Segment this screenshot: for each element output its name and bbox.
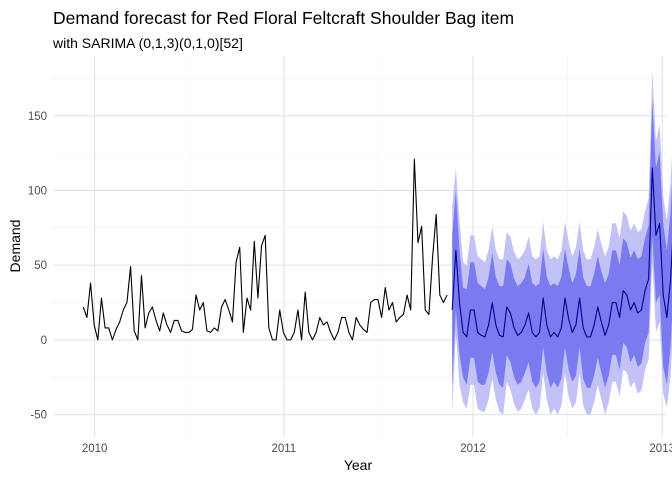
history-line [82, 158, 448, 341]
y-axis-ticks: -50 0 50 100 150 [28, 111, 47, 422]
minor-gridlines [53, 56, 666, 437]
y-tick-label: 150 [28, 111, 47, 123]
x-axis-ticks: 2010 2011 2012 2013 [82, 443, 672, 455]
x-tick-label: 2013 [649, 443, 672, 455]
x-tick-label: 2011 [271, 443, 296, 455]
y-tick-label: 100 [28, 185, 47, 197]
chart-title: Demand forecast for Red Floral Feltcraft… [53, 8, 514, 28]
confidence-bands [452, 70, 672, 415]
x-axis-label: Year [344, 457, 373, 473]
series-lines [82, 158, 672, 341]
y-tick-label: -50 [30, 410, 47, 422]
chart-subtitle: with SARIMA (0,1,3)(0,1,0)[52] [52, 35, 243, 51]
y-tick-label: 0 [41, 335, 47, 347]
forecast-mean-line [451, 167, 672, 338]
x-tick-label: 2010 [82, 443, 108, 455]
y-axis-label: Demand [7, 220, 23, 273]
x-tick-label: 2012 [460, 443, 486, 455]
confidence-band-80 [452, 100, 672, 388]
y-tick-label: 50 [34, 260, 47, 272]
